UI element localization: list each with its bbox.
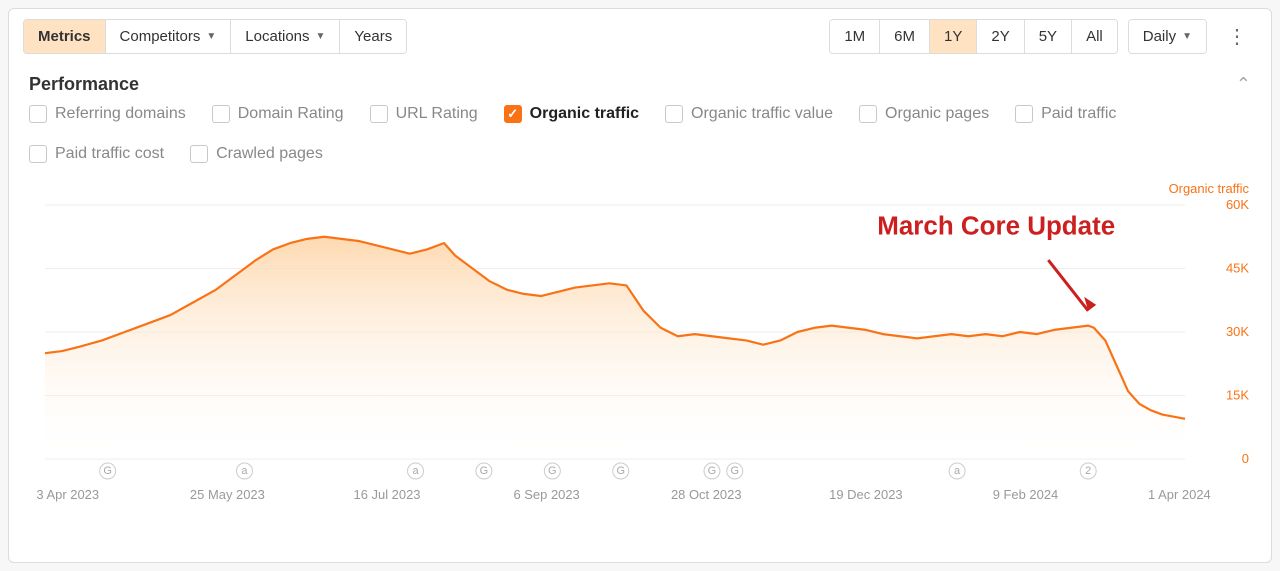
metric-checkbox-url-rating[interactable]: URL Rating <box>370 105 478 123</box>
metric-checkbox-organic-traffic[interactable]: Organic traffic <box>504 105 639 123</box>
metric-checkbox-paid-traffic-cost[interactable]: Paid traffic cost <box>29 145 164 163</box>
chevron-down-icon: ▼ <box>316 31 326 42</box>
time-range-group: 1M6M1Y2Y5YAll <box>829 19 1117 54</box>
svg-text:28 Oct 2023: 28 Oct 2023 <box>671 487 742 502</box>
chevron-down-icon: ▼ <box>1182 31 1192 42</box>
traffic-chart: Organic traffic 0 15K 30K 45K 60K 3 Apr 2023 25… <box>25 177 1255 507</box>
range-all[interactable]: All <box>1072 20 1117 53</box>
range-6m[interactable]: 6M <box>880 20 930 53</box>
svg-text:G: G <box>730 465 739 477</box>
view-tab-years[interactable]: Years <box>340 20 406 53</box>
section-header: Performance ⌃ <box>9 64 1271 101</box>
metric-checkbox-referring-domains[interactable]: Referring domains <box>29 105 186 123</box>
svg-text:1 Apr 2024: 1 Apr 2024 <box>1148 487 1211 502</box>
metric-checkbox-paid-traffic[interactable]: Paid traffic <box>1015 105 1116 123</box>
granularity-button[interactable]: Daily ▼ <box>1129 20 1206 53</box>
metric-label: Referring domains <box>55 105 186 123</box>
toolbar: Metrics Competitors ▼ Locations ▼ Years 1M6M1… <box>9 9 1271 64</box>
metric-checkboxes: Referring domains Domain Rating URL Rating… <box>9 101 1271 173</box>
more-options-icon[interactable]: ⋮ <box>1217 21 1257 53</box>
svg-text:60K: 60K <box>1226 197 1249 212</box>
svg-text:30K: 30K <box>1226 324 1249 339</box>
range-2y[interactable]: 2Y <box>977 20 1024 53</box>
checkbox-icon <box>859 105 877 123</box>
svg-text:Organic traffic: Organic traffic <box>1169 181 1250 196</box>
svg-text:16 Jul 2023: 16 Jul 2023 <box>354 487 421 502</box>
svg-text:G: G <box>616 465 625 477</box>
tab-label: Metrics <box>38 28 91 45</box>
checkbox-icon <box>665 105 683 123</box>
tab-label: Locations <box>245 28 309 45</box>
svg-text:G: G <box>548 465 557 477</box>
range-5y[interactable]: 5Y <box>1025 20 1072 53</box>
svg-text:9 Feb 2024: 9 Feb 2024 <box>993 487 1059 502</box>
checkbox-icon <box>370 105 388 123</box>
checkbox-icon <box>504 105 522 123</box>
svg-text:0: 0 <box>1242 451 1249 466</box>
metric-label: Organic traffic <box>530 105 639 123</box>
checkbox-icon <box>212 105 230 123</box>
metric-checkbox-domain-rating[interactable]: Domain Rating <box>212 105 344 123</box>
metric-checkbox-crawled-pages[interactable]: Crawled pages <box>190 145 323 163</box>
metric-checkbox-organic-traffic-value[interactable]: Organic traffic value <box>665 105 833 123</box>
view-tab-competitors[interactable]: Competitors ▼ <box>106 20 232 53</box>
view-tab-metrics[interactable]: Metrics <box>24 20 106 53</box>
svg-text:G: G <box>480 465 489 477</box>
collapse-icon[interactable]: ⌃ <box>1236 74 1251 95</box>
chevron-down-icon: ▼ <box>206 31 216 42</box>
svg-text:45K: 45K <box>1226 260 1249 275</box>
metric-label: Paid traffic cost <box>55 145 164 163</box>
svg-text:a: a <box>241 465 248 477</box>
range-1m[interactable]: 1M <box>830 20 880 53</box>
svg-text:G: G <box>103 465 112 477</box>
svg-text:a: a <box>954 465 961 477</box>
performance-panel: MetricsCompetitors▼Locations▼Years 1M6M1… <box>8 8 1272 563</box>
metric-checkbox-organic-pages[interactable]: Organic pages <box>859 105 989 123</box>
checkbox-icon <box>190 145 208 163</box>
range-1y[interactable]: 1Y <box>930 20 977 53</box>
metric-label: URL Rating <box>396 105 478 123</box>
svg-text:3 Apr 2023: 3 Apr 2023 <box>36 487 99 502</box>
svg-text:G: G <box>708 465 717 477</box>
svg-text:15K: 15K <box>1226 387 1249 402</box>
granularity-group: Daily ▼ <box>1128 19 1207 54</box>
metric-label: Paid traffic <box>1041 105 1116 123</box>
svg-text:25 May 2023: 25 May 2023 <box>190 487 265 502</box>
metric-label: Organic pages <box>885 105 989 123</box>
svg-text:a: a <box>412 465 419 477</box>
svg-text:6 Sep 2023: 6 Sep 2023 <box>513 487 579 502</box>
checkbox-icon <box>29 105 47 123</box>
metric-label: Crawled pages <box>216 145 323 163</box>
view-tab-locations[interactable]: Locations ▼ <box>231 20 340 53</box>
checkbox-icon <box>1015 105 1033 123</box>
metric-label: Domain Rating <box>238 105 344 123</box>
granularity-label: Daily <box>1143 28 1176 45</box>
svg-text:19 Dec 2023: 19 Dec 2023 <box>829 487 902 502</box>
svg-text:March Core Update: March Core Update <box>877 211 1115 241</box>
metric-label: Organic traffic value <box>691 105 833 123</box>
tab-label: Years <box>354 28 392 45</box>
svg-text:2: 2 <box>1085 465 1091 477</box>
view-tabs: Metrics Competitors ▼ Locations ▼ Years <box>23 19 407 54</box>
section-title: Performance <box>29 74 139 95</box>
tab-label: Competitors <box>120 28 201 45</box>
checkbox-icon <box>29 145 47 163</box>
